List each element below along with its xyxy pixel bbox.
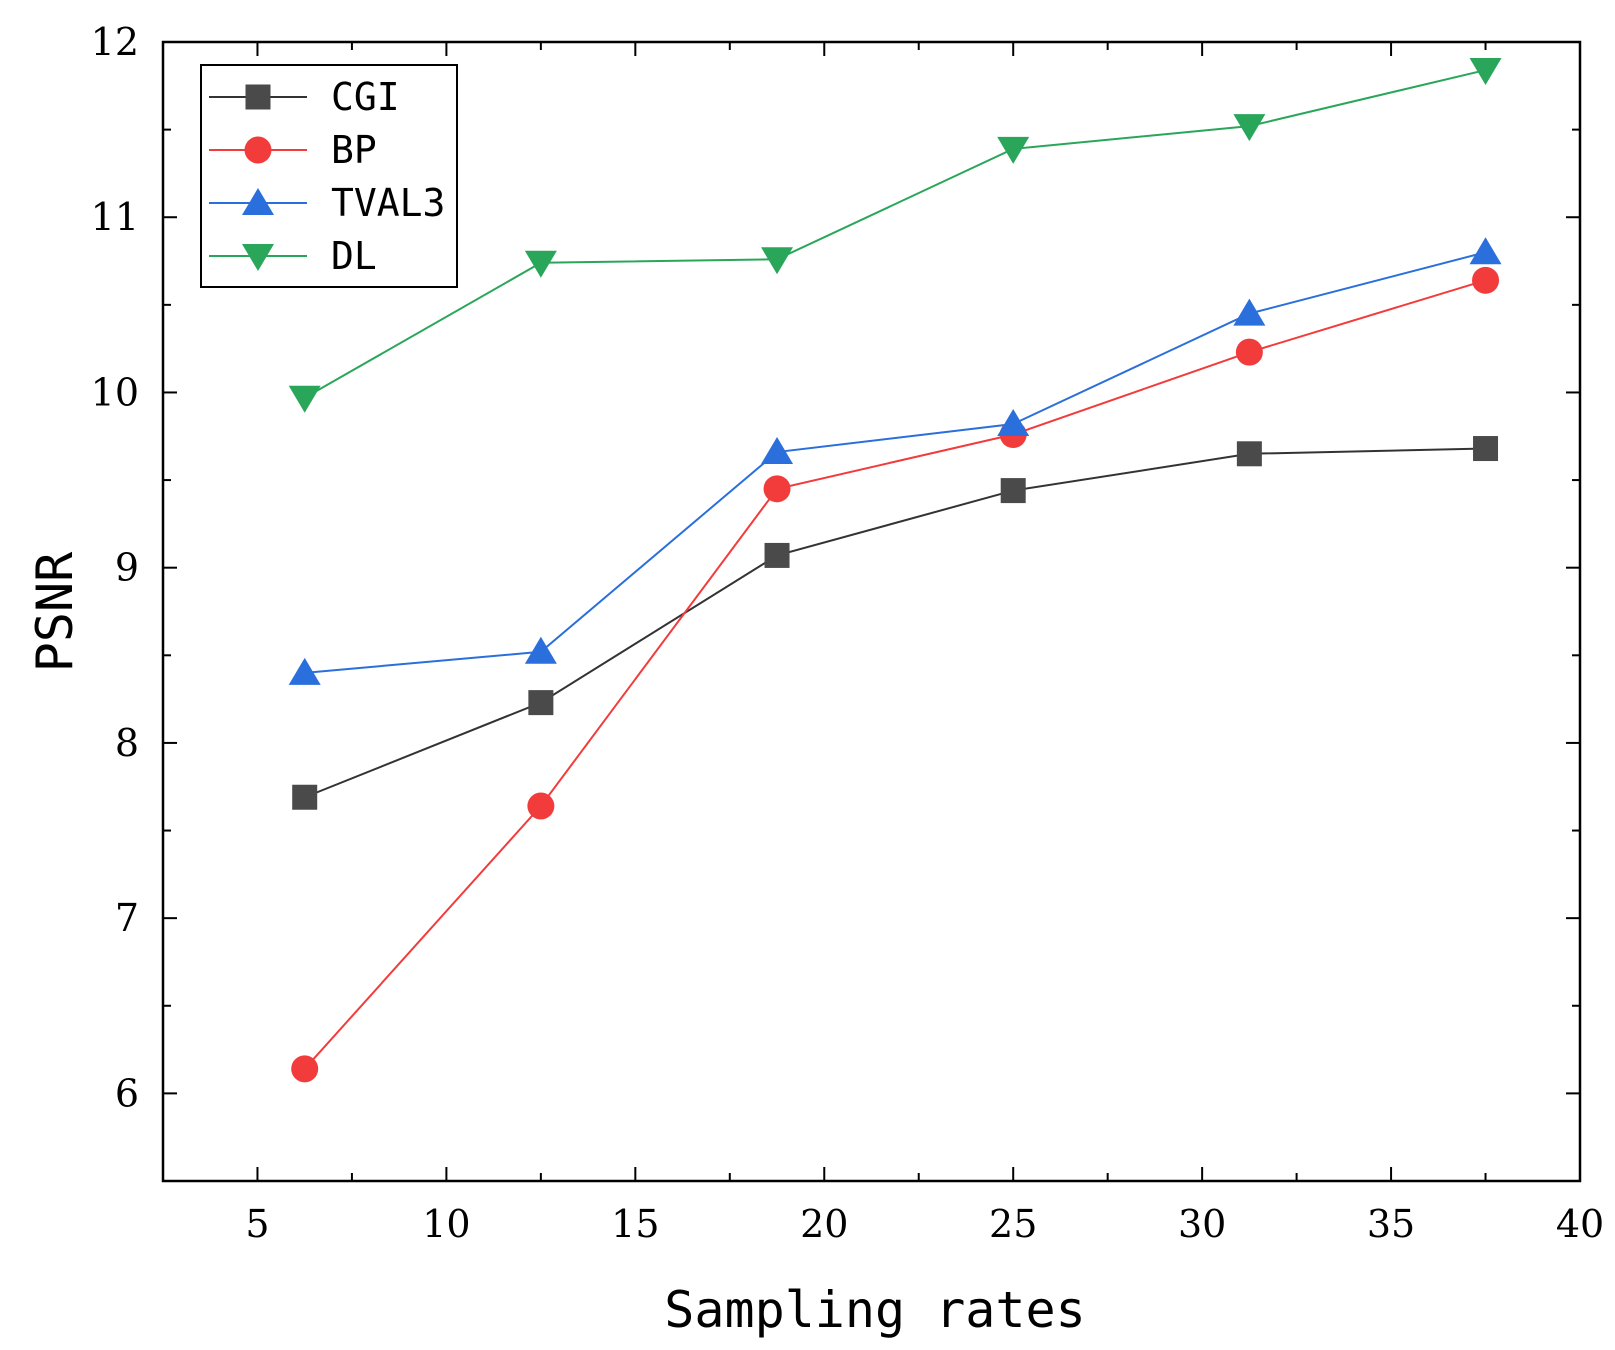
data-point-bp: [763, 475, 791, 503]
x-tick-label: 15: [611, 1202, 659, 1246]
data-point-cgi: [1000, 478, 1026, 504]
data-point-dl: [761, 247, 794, 275]
plot-frame: [161, 40, 1582, 1183]
y-tick-label: 10: [91, 370, 139, 414]
legend: CGI BP TVAL3 DL: [200, 64, 458, 288]
data-point-cgi: [1473, 436, 1499, 462]
legend-marker-dl: [242, 244, 274, 271]
y-tick-label: 6: [115, 1071, 139, 1115]
data-point-dl: [524, 250, 557, 278]
data-point-cgi: [292, 784, 318, 810]
data-point-cgi: [528, 690, 554, 716]
series-line-cgi: [304, 447, 1486, 799]
y-tick-label: 7: [115, 896, 139, 940]
data-point-tval3: [1233, 298, 1266, 326]
data-point-dl: [997, 136, 1030, 164]
data-point-bp: [527, 792, 555, 820]
x-tick-label: 20: [800, 1202, 848, 1246]
legend-label-tval3: TVAL3: [331, 181, 445, 225]
data-point-tval3: [1469, 237, 1502, 265]
x-tick-label: 25: [989, 1202, 1037, 1246]
series-line-bp: [303, 279, 1486, 1070]
series-line-tval3: [304, 251, 1486, 674]
x-tick-label: 40: [1556, 1202, 1604, 1246]
data-point-tval3: [288, 657, 321, 685]
data-point-cgi: [764, 542, 790, 568]
data-point-tval3: [524, 636, 557, 664]
x-tick-label: 30: [1178, 1202, 1226, 1246]
y-tick-label: 12: [91, 20, 139, 64]
data-point-bp: [291, 1055, 319, 1083]
data-point-bp: [1235, 338, 1263, 366]
x-tick-label: 10: [422, 1202, 470, 1246]
data-point-dl: [288, 385, 321, 413]
y-tick-label: 8: [115, 721, 139, 765]
x-tick-label: 35: [1367, 1202, 1415, 1246]
series-markers: [288, 58, 1502, 1083]
data-point-bp: [1472, 266, 1500, 294]
x-axis-title: Sampling rates: [664, 1281, 1085, 1339]
legend-label-bp: BP: [331, 128, 377, 172]
series-lines: [303, 69, 1486, 1070]
legend-label-cgi: CGI: [331, 75, 400, 119]
legend-box: [200, 64, 458, 288]
legend-marker-tval3: [242, 188, 274, 215]
data-point-dl: [1469, 58, 1502, 86]
axes: 5 10 15 20 25 30 35 40 6 7 8 9 10 11 12: [91, 20, 1605, 1246]
data-point-tval3: [997, 409, 1030, 437]
legend-marker-cgi: [245, 84, 271, 110]
y-tick-label: 9: [115, 546, 139, 590]
y-tick-label: 11: [91, 195, 139, 239]
data-point-tval3: [761, 437, 794, 465]
data-point-dl: [1233, 114, 1266, 142]
data-point-cgi: [1236, 441, 1262, 467]
legend-label-dl: DL: [331, 234, 377, 278]
y-axis-title: PSNR: [26, 551, 84, 672]
legend-marker-bp: [244, 136, 272, 164]
x-tick-label: 5: [245, 1202, 269, 1246]
series-line-dl: [304, 69, 1486, 399]
